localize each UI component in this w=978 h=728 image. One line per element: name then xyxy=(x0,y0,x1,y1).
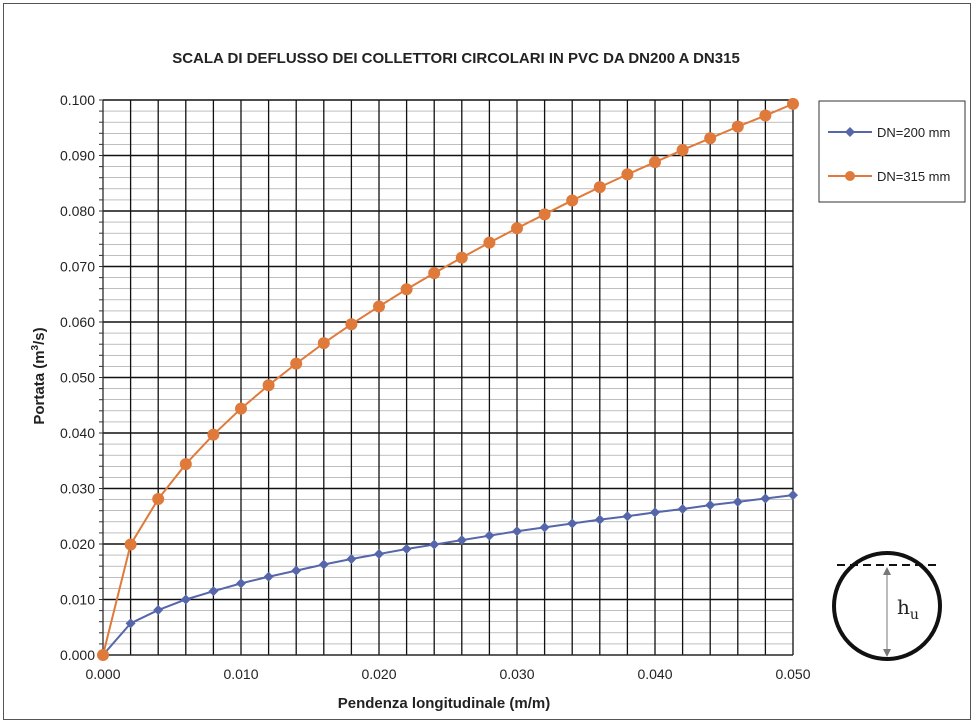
depth-arrow-top xyxy=(883,567,891,575)
data-point xyxy=(97,649,109,661)
x-axis-label: Pendenza longitudinale (m/m) xyxy=(338,695,551,712)
y-axis-label-sup: 3 xyxy=(30,344,41,350)
data-point xyxy=(208,586,219,597)
data-point xyxy=(291,565,302,576)
data-point xyxy=(207,428,220,441)
data-point xyxy=(317,337,330,350)
pipe-section-inset: hu xyxy=(832,551,942,661)
data-point xyxy=(788,490,798,501)
legend-marker-dn200 xyxy=(845,127,855,137)
x-tick-label: 0.020 xyxy=(361,666,396,682)
series-layer xyxy=(97,97,799,661)
data-point xyxy=(787,97,799,110)
data-point xyxy=(594,514,605,525)
y-tick-label: 0.090 xyxy=(60,148,95,164)
data-point xyxy=(484,530,495,541)
data-point xyxy=(539,522,550,533)
data-point xyxy=(455,251,468,264)
y-tick-label: 0.080 xyxy=(60,203,95,219)
chart-frame: SCALA DI DEFLUSSO DEI COLLETTORI CIRCOLA… xyxy=(3,3,971,720)
data-point xyxy=(400,283,413,296)
data-point xyxy=(676,143,689,156)
depth-arrow-bottom xyxy=(883,649,891,657)
data-point xyxy=(235,402,247,415)
data-point xyxy=(593,181,606,194)
data-point xyxy=(318,559,329,570)
data-point xyxy=(621,168,634,181)
data-point xyxy=(125,618,136,629)
data-point xyxy=(236,578,246,589)
legend-entry-dn315: DN=315 mm xyxy=(828,169,950,184)
data-point xyxy=(566,194,579,207)
data-point xyxy=(760,493,771,504)
data-point xyxy=(731,120,744,133)
legend-label-dn200: DN=200 mm xyxy=(877,125,950,140)
series-1 xyxy=(97,97,799,661)
legend-entry-dn200: DN=200 mm xyxy=(828,125,950,140)
data-point xyxy=(622,511,633,522)
x-tick-label: 0.030 xyxy=(499,666,534,682)
legend-label-dn315: DN=315 mm xyxy=(877,169,950,184)
data-point xyxy=(290,357,303,370)
y-tick-label: 0.030 xyxy=(60,481,95,497)
data-point xyxy=(179,458,192,471)
axes xyxy=(99,99,793,656)
data-point xyxy=(512,526,522,537)
y-axis-label-tail: /s) xyxy=(31,327,48,345)
data-point xyxy=(429,539,440,550)
y-tick-label: 0.040 xyxy=(60,425,95,441)
chart-title: SCALA DI DEFLUSSO DEI COLLETTORI CIRCOLA… xyxy=(172,50,740,67)
y-tick-label: 0.010 xyxy=(60,592,95,608)
data-point xyxy=(373,300,385,313)
y-tick-label: 0.020 xyxy=(60,536,95,552)
data-point xyxy=(704,132,717,145)
x-tick-label: 0.040 xyxy=(637,666,672,682)
y-tick-label: 0.000 xyxy=(60,647,95,663)
y-tick-label: 0.050 xyxy=(60,370,95,386)
data-point xyxy=(263,571,274,582)
data-point xyxy=(567,518,578,529)
data-point xyxy=(124,538,137,551)
data-point xyxy=(180,594,191,605)
data-point xyxy=(401,543,412,554)
data-point xyxy=(649,156,661,169)
chart-svg: SCALA DI DEFLUSSO DEI COLLETTORI CIRCOLA… xyxy=(30,50,966,712)
depth-label: hu xyxy=(897,595,919,623)
data-point xyxy=(511,222,523,235)
depth-label-sub: u xyxy=(910,607,919,623)
x-tick-label: 0.010 xyxy=(223,666,258,682)
y-tick-label: 0.100 xyxy=(60,92,95,108)
y-tick-label: 0.070 xyxy=(60,259,95,275)
data-point xyxy=(153,605,164,616)
x-tick-label: 0.000 xyxy=(85,666,120,682)
data-point xyxy=(374,548,384,559)
legend: DN=200 mm DN=315 mm xyxy=(818,100,966,203)
y-axis-label-main: Portata (m xyxy=(31,350,48,424)
data-point xyxy=(345,318,358,331)
data-point xyxy=(483,236,496,249)
tick-labels: 0.000 0.010 0.020 0.030 0.040 0.050 0.060 0.070… xyxy=(60,92,811,682)
data-point xyxy=(346,553,357,564)
y-tick-label: 0.060 xyxy=(60,314,95,330)
legend-marker-dn315 xyxy=(845,171,855,181)
data-point xyxy=(759,109,772,122)
data-point xyxy=(152,493,165,506)
legend-box xyxy=(818,100,966,203)
data-point xyxy=(650,507,660,518)
data-point xyxy=(456,535,467,546)
data-point xyxy=(677,504,688,515)
depth-label-main: h xyxy=(897,595,910,619)
data-point xyxy=(262,379,275,392)
x-tick-label: 0.050 xyxy=(775,666,810,682)
y-axis-label: Portata (m3/s) xyxy=(30,327,48,424)
data-point xyxy=(538,208,551,221)
data-point xyxy=(732,496,743,507)
data-point xyxy=(428,267,441,280)
data-point xyxy=(705,500,716,511)
series-line-0 xyxy=(102,494,794,656)
